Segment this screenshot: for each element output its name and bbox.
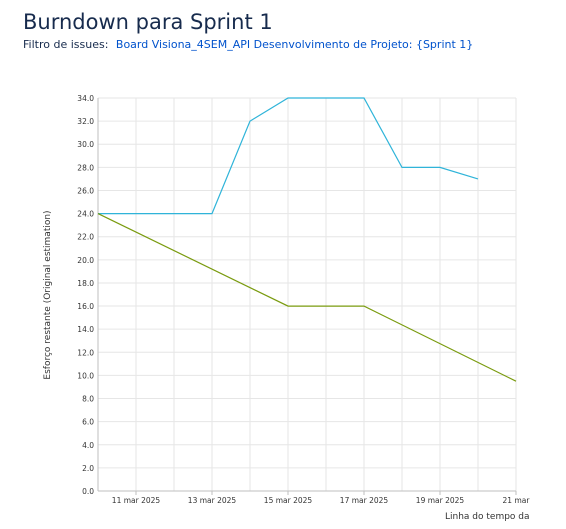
y-tick-label: 20.0 <box>77 256 94 265</box>
guideline-line <box>97 213 517 382</box>
x-tick-label: 15 mar 2025 <box>264 496 313 505</box>
y-tick-label: 30.0 <box>77 140 94 149</box>
filter-link[interactable]: Board Visiona_4SEM_API Desenvolvimento d… <box>115 38 474 51</box>
y-tick-label: 18.0 <box>77 279 94 288</box>
axes <box>97 98 517 495</box>
y-tick-labels: 0.0 2.0 4.0 6.0 8.0 10.0 12.0 14.0 16.0 18.0 20.0 2… <box>77 94 94 496</box>
x-tick-labels: 11 mar 2025 13 mar 2025 15 mar 2025 17 mar … <box>112 496 531 505</box>
y-tick-label: 16.0 <box>77 302 94 311</box>
y-tick-label: 34.0 <box>77 94 94 103</box>
x-tick-label: 13 mar 2025 <box>188 496 237 505</box>
x-tick-label: 11 mar 2025 <box>112 496 161 505</box>
page-title: Burndown para Sprint 1 <box>23 10 273 34</box>
y-tick-label: 4.0 <box>82 441 94 450</box>
issue-filter: Filtro de issues: Board Visiona_4SEM_API… <box>23 38 473 51</box>
y-tick-label: 28.0 <box>77 163 94 172</box>
y-tick-label: 12.0 <box>77 348 94 357</box>
x-tick-label: 17 mar 2025 <box>340 496 389 505</box>
x-axis-label: Linha do tempo da <box>445 512 530 522</box>
y-tick-label: 22.0 <box>77 233 94 242</box>
y-tick-label: 6.0 <box>82 418 94 427</box>
grid-lines <box>97 97 517 492</box>
y-tick-label: 24.0 <box>77 210 94 219</box>
series-lines <box>97 97 517 382</box>
x-tick-label: 21 mar <box>503 496 531 505</box>
y-tick-label: 26.0 <box>77 186 94 195</box>
y-tick-label: 0.0 <box>82 487 94 496</box>
y-tick-label: 32.0 <box>77 117 94 126</box>
x-tick-label: 19 mar 2025 <box>416 496 465 505</box>
y-axis-label: Esforço restante (Original estimation) <box>43 210 53 379</box>
filter-label: Filtro de issues: <box>23 38 109 51</box>
y-tick-label: 14.0 <box>77 325 94 334</box>
y-tick-label: 8.0 <box>82 395 94 404</box>
remaining-effort-line <box>98 97 479 215</box>
y-tick-label: 2.0 <box>82 464 94 473</box>
y-tick-label: 10.0 <box>77 371 94 380</box>
